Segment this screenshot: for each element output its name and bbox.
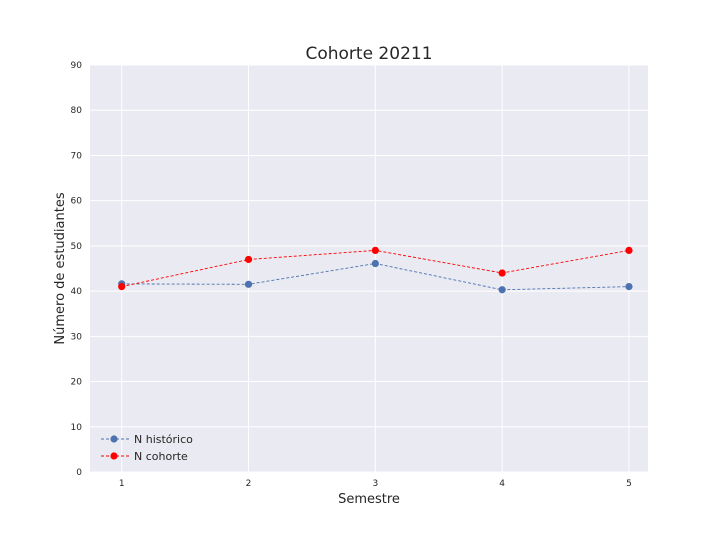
x-axis-label: Semestre: [338, 492, 400, 507]
grid-lines: [90, 64, 648, 473]
data-point-series-0: [244, 280, 253, 288]
legend-entry-cohorte: N cohorte: [101, 450, 188, 463]
legend: N histórico N cohorte: [101, 433, 193, 463]
chart-title: Cohorte 20211: [305, 44, 432, 64]
x-tick-label: 2: [246, 479, 252, 489]
legend-marker-historico: [110, 435, 118, 443]
series-layer: [118, 246, 633, 294]
y-tick-label: 80: [71, 106, 83, 116]
y-tick-label: 70: [71, 151, 83, 161]
data-point-series-0: [498, 286, 506, 294]
data-point-series-0: [625, 282, 633, 291]
x-tick-label: 4: [499, 479, 505, 489]
y-tick-label: 0: [76, 468, 82, 478]
x-tick-label: 5: [626, 479, 632, 489]
legend-label-cohorte: N cohorte: [134, 450, 188, 463]
legend-marker-cohorte: [110, 452, 118, 460]
y-tick-label: 40: [71, 287, 83, 297]
legend-label-historico: N histórico: [134, 433, 193, 446]
y-axis-ticks: 0 10 20 30 40 50 60 70 80 90: [71, 61, 83, 478]
y-tick-label: 60: [71, 197, 83, 207]
y-tick-label: 20: [71, 378, 83, 388]
y-tick-label: 10: [71, 423, 83, 433]
y-axis-label: Número de estudiantes: [53, 192, 68, 344]
data-point-series-1: [498, 269, 506, 277]
x-axis-ticks: 1 2 3 4 5: [119, 479, 632, 489]
y-tick-label: 90: [71, 61, 83, 71]
y-tick-label: 50: [71, 242, 83, 252]
data-point-series-1: [118, 282, 126, 291]
legend-entry-historico: N histórico: [101, 433, 193, 446]
x-tick-label: 1: [119, 479, 125, 489]
data-point-series-0: [371, 259, 379, 268]
data-point-series-1: [371, 246, 379, 255]
data-point-series-1: [625, 246, 633, 255]
plot-area: [90, 65, 648, 472]
y-tick-label: 30: [71, 332, 83, 342]
x-tick-label: 3: [372, 479, 378, 489]
data-point-series-1: [244, 255, 253, 264]
